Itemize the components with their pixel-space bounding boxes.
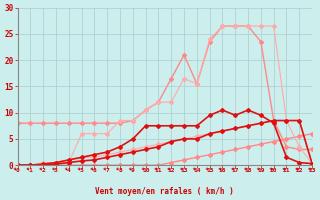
X-axis label: Vent moyen/en rafales ( km/h ): Vent moyen/en rafales ( km/h ) bbox=[95, 187, 234, 196]
